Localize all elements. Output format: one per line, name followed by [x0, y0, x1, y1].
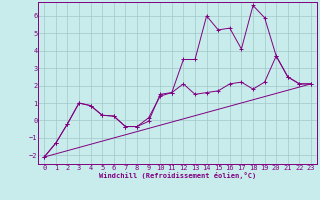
- X-axis label: Windchill (Refroidissement éolien,°C): Windchill (Refroidissement éolien,°C): [99, 172, 256, 179]
